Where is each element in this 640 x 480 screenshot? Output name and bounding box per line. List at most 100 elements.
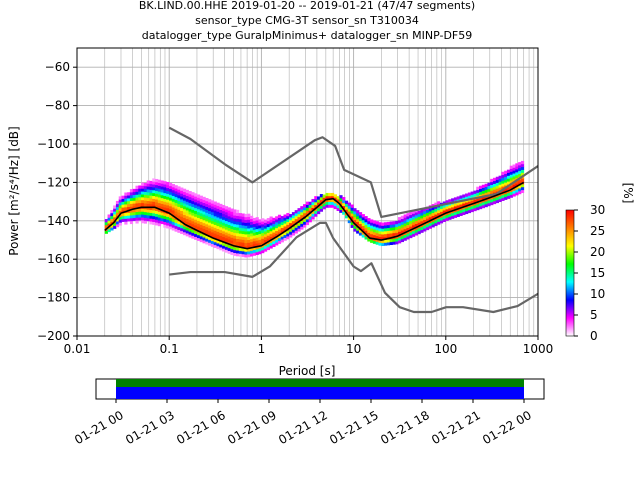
heat-cell bbox=[208, 239, 212, 243]
heat-cell bbox=[249, 218, 254, 222]
heat-cell bbox=[504, 187, 508, 192]
heat-cell bbox=[219, 212, 223, 216]
heat-cell bbox=[509, 191, 513, 195]
heat-cell bbox=[180, 196, 184, 200]
heat-cell bbox=[135, 200, 139, 204]
heat-cell bbox=[442, 218, 446, 223]
y-tick-label: −60 bbox=[45, 60, 70, 74]
heat-cell bbox=[177, 197, 181, 202]
heat-cell bbox=[152, 187, 156, 191]
heat-cell bbox=[135, 208, 139, 213]
heat-cell bbox=[241, 242, 245, 246]
heat-cell bbox=[431, 212, 435, 216]
timeline-tick-label: 01-21 18 bbox=[378, 408, 432, 447]
heat-cell bbox=[146, 180, 150, 184]
heat-cell bbox=[400, 221, 405, 225]
heat-cell bbox=[263, 242, 268, 246]
heat-cell bbox=[168, 226, 173, 230]
heat-cell bbox=[467, 201, 472, 205]
heat-cell bbox=[107, 214, 111, 218]
heat-cell bbox=[236, 221, 240, 225]
heat-cell bbox=[339, 206, 343, 210]
timeline-tick-label: 01-22 00 bbox=[480, 408, 534, 447]
heat-cell bbox=[261, 226, 265, 231]
heat-cell bbox=[213, 241, 217, 246]
heat-cell bbox=[403, 225, 407, 230]
heat-cell bbox=[224, 214, 229, 219]
title-line-2: sensor_type CMG-3T sensor_sn T310034 bbox=[195, 14, 419, 27]
heat-cell bbox=[155, 187, 159, 191]
heat-cell bbox=[233, 209, 237, 213]
heat-cell bbox=[171, 204, 175, 208]
heat-cell bbox=[428, 222, 432, 226]
timeline-tick-label: 01-21 00 bbox=[72, 408, 126, 447]
heat-cell bbox=[280, 239, 284, 243]
heat-cell bbox=[132, 194, 136, 198]
heat-cell bbox=[479, 191, 483, 195]
heat-cell bbox=[280, 227, 284, 231]
heat-cell bbox=[219, 235, 223, 239]
heat-cell bbox=[210, 220, 215, 224]
heat-cell bbox=[381, 236, 385, 241]
heat-cell bbox=[269, 219, 273, 223]
heat-cell bbox=[155, 210, 159, 214]
heat-cell bbox=[224, 246, 229, 250]
heat-cell bbox=[272, 235, 276, 239]
heat-cell bbox=[330, 192, 335, 197]
heat-cell bbox=[182, 194, 187, 198]
heat-cell bbox=[344, 206, 349, 210]
timeline-tick-label: 01-21 06 bbox=[174, 408, 228, 447]
heat-cell bbox=[448, 213, 452, 217]
heat-cell bbox=[233, 252, 237, 256]
heat-cell bbox=[439, 217, 444, 221]
heat-cell bbox=[160, 212, 164, 216]
heat-cell bbox=[423, 210, 427, 215]
heat-cell bbox=[155, 196, 159, 200]
heat-cell bbox=[194, 219, 198, 223]
heat-cell bbox=[347, 208, 351, 212]
heat-cell bbox=[395, 220, 399, 225]
heat-cell bbox=[191, 195, 195, 199]
heat-cell bbox=[132, 214, 136, 219]
heat-cell bbox=[381, 239, 385, 244]
heat-cell bbox=[227, 239, 231, 243]
heat-cell bbox=[300, 209, 304, 213]
heat-cell bbox=[431, 215, 435, 219]
heat-cell bbox=[317, 207, 321, 212]
heat-cell bbox=[495, 196, 499, 201]
heat-cell bbox=[121, 212, 125, 217]
heat-cell bbox=[272, 223, 276, 227]
heat-cell bbox=[308, 207, 312, 211]
heat-cell bbox=[152, 218, 156, 222]
heat-cell bbox=[180, 222, 184, 226]
heat-cell bbox=[213, 213, 217, 217]
heat-cell bbox=[459, 204, 463, 208]
heat-cell bbox=[233, 246, 237, 251]
heat-cell bbox=[104, 230, 108, 234]
heat-cell bbox=[456, 205, 460, 209]
heat-cell bbox=[210, 243, 215, 247]
heat-cell bbox=[448, 199, 452, 203]
heat-cell bbox=[370, 219, 374, 223]
heat-cell bbox=[141, 194, 145, 198]
heat-cell bbox=[504, 193, 508, 198]
heat-cell bbox=[191, 209, 195, 213]
heat-cell bbox=[124, 198, 128, 202]
heat-cell bbox=[205, 232, 209, 236]
heat-cell bbox=[258, 250, 262, 255]
heat-cell bbox=[294, 224, 298, 228]
heat-cell bbox=[462, 200, 466, 204]
heat-cell bbox=[275, 227, 279, 232]
heat-cell bbox=[177, 206, 181, 210]
heat-cell bbox=[487, 202, 491, 207]
heat-cell bbox=[518, 164, 522, 169]
heat-cell bbox=[342, 199, 346, 204]
heat-cell bbox=[325, 192, 329, 197]
heat-cell bbox=[501, 186, 505, 190]
heat-cell bbox=[398, 219, 402, 224]
heat-cell bbox=[294, 230, 298, 234]
heat-cell bbox=[509, 185, 513, 190]
heat-cell bbox=[333, 194, 337, 198]
colorbar-tick-label: 25 bbox=[590, 224, 605, 238]
mode-curve bbox=[104, 181, 525, 250]
